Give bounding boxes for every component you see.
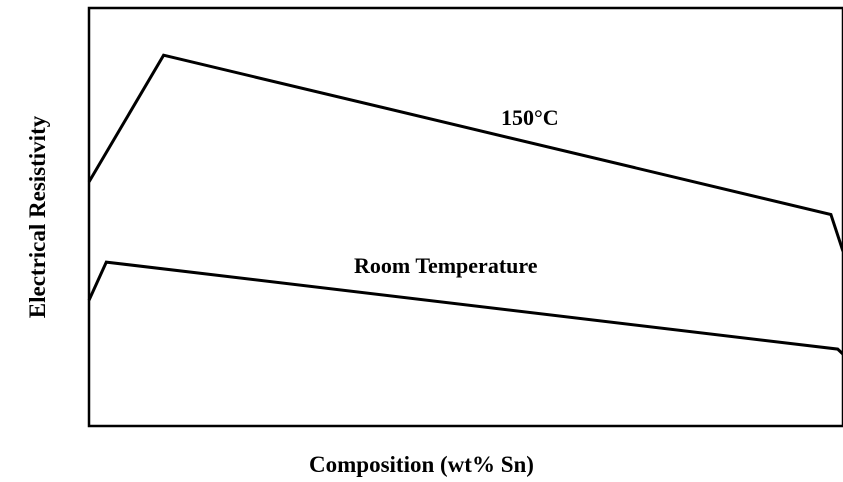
plot-frame [87,6,843,428]
series-layer [87,53,843,356]
series-label-layer: 150°C Room Temperature [354,105,559,278]
series-line-0 [87,53,843,252]
y-axis-label: Electrical Resistivity [25,115,50,319]
series-label-150c: 150°C [501,105,559,130]
series-line-1 [87,260,843,356]
series-label-room-temperature: Room Temperature [354,253,538,278]
x-axis-label: Composition (wt% Sn) [309,452,534,477]
